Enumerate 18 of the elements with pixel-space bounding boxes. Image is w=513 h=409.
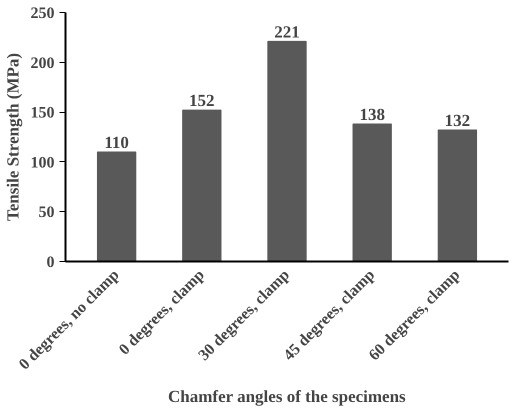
y-tick-label: 200 <box>30 54 54 72</box>
x-axis-title: Chamfer angles of the specimens <box>168 387 406 406</box>
y-tick-label: 100 <box>30 154 54 172</box>
bar <box>96 151 136 262</box>
data-label: 110 <box>104 132 129 152</box>
data-label: 132 <box>444 111 470 130</box>
data-label: 138 <box>359 105 385 124</box>
y-axis-title: Tensile Strength (MPa) <box>4 52 22 222</box>
y-tick-label: 150 <box>30 104 54 122</box>
bar <box>438 130 478 262</box>
y-tick-label: 50 <box>38 204 54 222</box>
bar <box>182 110 222 262</box>
data-label: 152 <box>189 91 215 110</box>
data-label: 221 <box>274 22 300 42</box>
bar <box>352 124 392 262</box>
y-tick-label: 0 <box>46 254 54 271</box>
y-tick-label: 250 <box>30 5 54 22</box>
bar <box>267 40 307 262</box>
